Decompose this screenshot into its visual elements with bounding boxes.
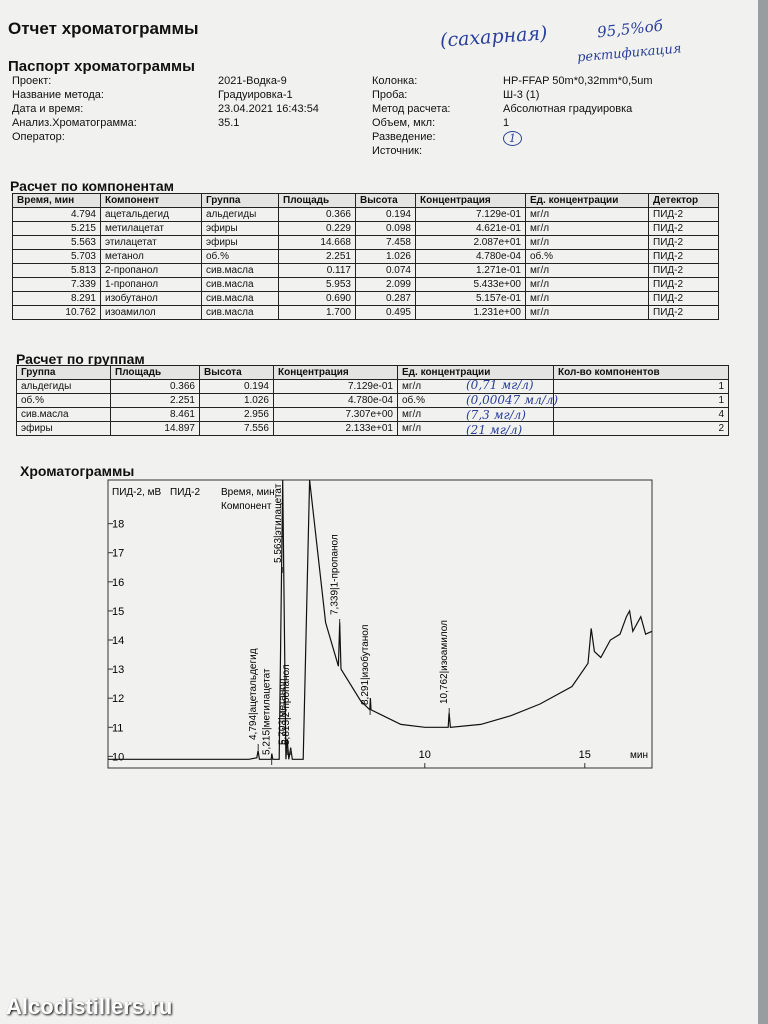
field-value: 2021-Водка-9: [218, 75, 287, 87]
cell: ПИД-2: [648, 305, 719, 320]
field-value: Ш-3 (1): [503, 89, 540, 101]
field-label: Анализ.Хроматограмма:: [12, 117, 137, 129]
y-tick-label: 11: [112, 722, 123, 734]
y-tick-label: 12: [112, 693, 124, 705]
peak-label: 7,339|1-пропанол: [330, 534, 341, 615]
cell: 2: [553, 421, 729, 436]
field-value: Абсолютная градуировка: [503, 103, 633, 115]
table-row: 4.794 ацетальдегид альдегиды 0.366 0.194 7.12…: [12, 207, 719, 222]
y-tick-label: 18: [112, 519, 124, 531]
table-row: 5.215 метилацетат эфиры 0.229 0.098 4.621e-01…: [12, 221, 719, 236]
peak-label: 5,563|этилацетат: [273, 483, 284, 563]
table-row: 10.762 изоамилол сив.масла 1.700 0.495 1.231e…: [12, 305, 719, 320]
trace: [108, 480, 652, 760]
header-cell: Концентрация: [273, 365, 398, 380]
cell: эфиры: [16, 421, 111, 436]
series-name: ПИД-2: [170, 487, 200, 498]
header-cell: Ед. концентрации: [397, 365, 554, 380]
peak-label: 5,215|метилацетат: [262, 668, 273, 755]
section-title: Хроматограммы: [20, 463, 135, 479]
section-title: Расчет по группам: [16, 351, 145, 367]
field-value: Градуировка-1: [218, 89, 293, 101]
field-value: HP-FFAP 50m*0,32mm*0,5um: [503, 75, 653, 87]
header-cell: Компонент: [100, 193, 202, 208]
peak-label: 5,813|2-пропанол: [281, 664, 292, 745]
handwritten-note: (7,3 мг/л): [466, 408, 526, 422]
cell: мг/л: [397, 421, 554, 436]
handwritten-note: (0,71 мг/л): [466, 378, 534, 392]
field-value: 1: [503, 131, 522, 146]
y-tick-label: 17: [112, 548, 124, 560]
handwritten-note: (0,00047 мл/л): [466, 393, 559, 407]
table-row: 5.813 2-пропанол сив.масла 0.117 0.074 1.271e…: [12, 263, 719, 278]
groups-table: Группа Площадь Высота Концентрация Ед. конце…: [16, 365, 729, 436]
y-tick-label: 14: [112, 635, 124, 647]
peak-label: 5,703|метанол: [277, 678, 288, 745]
field-label: Метод расчета:: [372, 103, 451, 115]
field-value: 1: [503, 117, 510, 129]
report-title: Отчет хроматограммы: [8, 19, 199, 38]
x-tick-label: 15: [579, 749, 591, 761]
field-value: 23.04.2021 16:43:54: [218, 103, 319, 115]
components-table: Время, мин Компонент Группа Площадь Высота Ко…: [12, 193, 719, 320]
cell: 1.700: [278, 305, 356, 320]
table-row: альдегиды 0.366 0.194 7.129e-01 мг/л 1: [16, 379, 729, 394]
x-axis-label: мин: [630, 750, 648, 761]
cell: изоамилол: [100, 305, 202, 320]
y-tick-label: 16: [112, 577, 124, 589]
section-title: Расчет по компонентам: [10, 178, 174, 194]
header-cell: Ед. концентрации: [525, 193, 649, 208]
time-label: Время, мин: [221, 487, 275, 498]
field-label: Дата и время:: [12, 103, 84, 115]
watermark: Alcodistillers.ru: [6, 994, 173, 1019]
y-tick-label: 13: [112, 664, 124, 676]
plot-frame: [107, 479, 653, 769]
header-cell: Время, мин: [12, 193, 101, 208]
y-tick-label: 10: [112, 751, 124, 763]
field-label: Название метода:: [12, 89, 104, 101]
peak-label: 10,762|изоамилол: [439, 620, 450, 704]
field-label: Колонка:: [372, 75, 418, 87]
field-label: Проба:: [372, 89, 408, 101]
y-axis-label: ПИД-2, мВ: [112, 487, 161, 498]
field-label: Объем, мкл:: [372, 117, 436, 129]
field-label: Источник:: [372, 145, 423, 157]
header-cell: Группа: [16, 365, 111, 380]
header-cell: Площадь: [278, 193, 356, 208]
handwritten-note: (21 мг/л): [466, 423, 523, 437]
field-value: 35.1: [218, 117, 240, 129]
y-tick-label: 15: [112, 606, 124, 618]
field-label: Проект:: [12, 75, 52, 87]
field-label: Оператор:: [12, 131, 65, 143]
table-row: эфиры 14.897 7.556 2.133e+01 мг/л 2: [16, 421, 729, 436]
cell: 10.762: [12, 305, 101, 320]
field-label: Разведение:: [372, 131, 436, 143]
peak-label: 8,291|изобутанол: [359, 624, 371, 705]
x-tick-label: 10: [419, 749, 431, 761]
header-cell: Концентрация: [415, 193, 526, 208]
peak-label: 4,794|ацетальдегид: [248, 648, 259, 740]
cell: 2.133e+01: [273, 421, 398, 436]
component-label: Компонент: [221, 501, 272, 512]
section-title: Паспорт хроматограммы: [8, 58, 195, 75]
